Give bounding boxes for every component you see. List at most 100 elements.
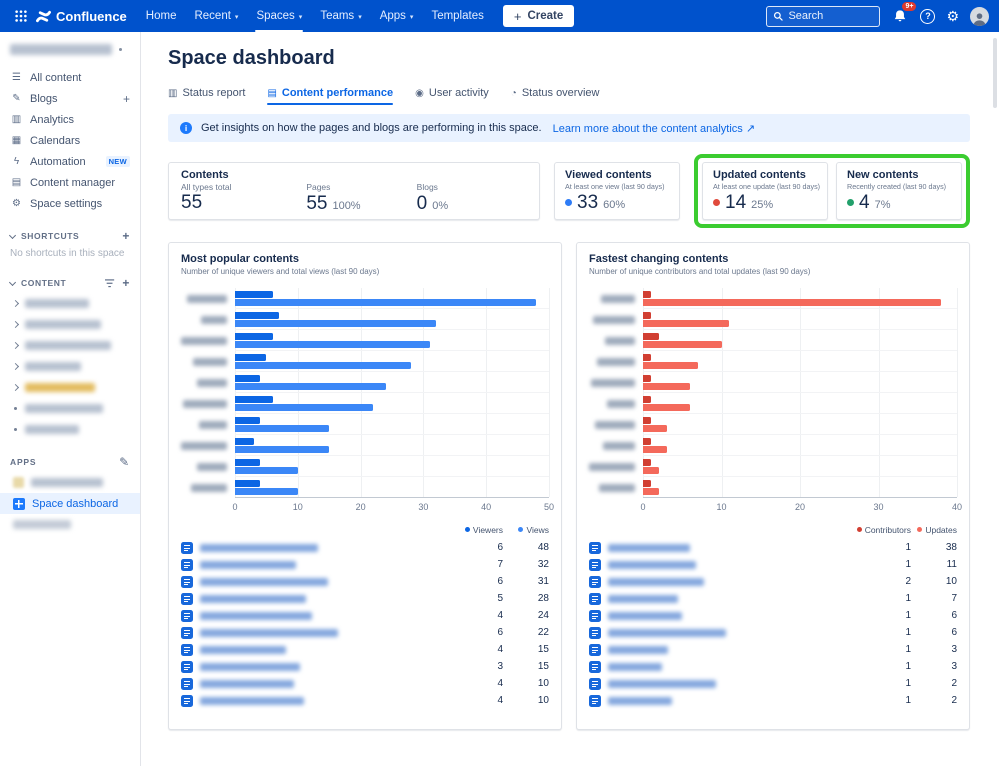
content-link-blurred[interactable] bbox=[200, 662, 445, 671]
content-tree-item-blurred[interactable] bbox=[0, 398, 140, 419]
chart-category-row bbox=[235, 330, 549, 351]
nav-item-recent[interactable]: Recent ▾ bbox=[185, 0, 247, 32]
app-item-blurred[interactable] bbox=[0, 514, 140, 535]
x-tick-label: 40 bbox=[951, 502, 963, 512]
bar-views bbox=[235, 361, 411, 369]
content-link-blurred[interactable] bbox=[200, 577, 445, 586]
avatar[interactable] bbox=[970, 6, 989, 26]
notifications-bell-icon[interactable]: 9+ bbox=[891, 1, 918, 25]
blurred-link-text bbox=[200, 628, 338, 637]
content-link-blurred[interactable] bbox=[608, 543, 853, 552]
shortcuts-header-label: SHORTCUTS bbox=[21, 231, 80, 241]
pages-value: 55 bbox=[306, 193, 328, 214]
app-switcher-icon[interactable] bbox=[10, 5, 32, 27]
content-link-blurred[interactable] bbox=[608, 594, 853, 603]
shortcuts-header[interactable]: SHORTCUTS + bbox=[0, 226, 140, 246]
more-dot-icon bbox=[119, 48, 122, 51]
y-axis-label-blurred bbox=[589, 372, 643, 393]
nav-item-apps[interactable]: Apps ▾ bbox=[371, 0, 423, 32]
settings-gear-icon[interactable]: ⚙ bbox=[946, 8, 959, 24]
content-link-blurred[interactable] bbox=[200, 645, 445, 654]
sidebar-item-content-manager[interactable]: ▤ Content manager bbox=[0, 172, 140, 193]
blurred-text bbox=[607, 399, 635, 408]
pages-label: Pages bbox=[306, 182, 331, 192]
tab-content-performance[interactable]: ▤ Content performance bbox=[267, 87, 393, 105]
content-link-blurred[interactable] bbox=[200, 560, 445, 569]
tab-label: Content performance bbox=[281, 87, 394, 99]
sidebar-item-space-settings[interactable]: ⚙ Space settings bbox=[0, 193, 140, 214]
nav-item-teams[interactable]: Teams ▾ bbox=[311, 0, 370, 32]
content-link-blurred[interactable] bbox=[608, 696, 853, 705]
tab-user-activity[interactable]: ◉ User activity bbox=[415, 87, 489, 105]
tab-status-report[interactable]: ▥ Status report bbox=[168, 87, 245, 105]
content-tree-item-blurred[interactable] bbox=[0, 293, 140, 314]
content-link-blurred[interactable] bbox=[200, 594, 445, 603]
content-link-blurred[interactable] bbox=[200, 696, 445, 705]
contributors-value: 2 bbox=[905, 576, 911, 587]
content-link-blurred[interactable] bbox=[608, 679, 853, 688]
sidebar-item-calendars[interactable]: ▦ Calendars bbox=[0, 130, 140, 151]
content-tree-item-blurred[interactable] bbox=[0, 419, 140, 440]
content-link-blurred[interactable] bbox=[608, 560, 853, 569]
updates-value: 3 bbox=[951, 644, 957, 655]
content-link-blurred[interactable] bbox=[608, 662, 853, 671]
nav-item-templates[interactable]: Templates bbox=[422, 0, 492, 32]
content-link-blurred[interactable] bbox=[200, 543, 445, 552]
app-item-blurred[interactable] bbox=[0, 472, 140, 493]
bar-views bbox=[235, 319, 436, 327]
sidebar-item-all-content[interactable]: ☰ All content bbox=[0, 67, 140, 88]
blurred-text bbox=[25, 320, 101, 329]
search-box[interactable] bbox=[766, 5, 881, 27]
help-icon[interactable]: ? bbox=[920, 8, 936, 24]
tab-status-overview[interactable]: ◔ Status overview bbox=[511, 87, 600, 105]
create-button[interactable]: + Create bbox=[502, 5, 575, 27]
content-tree-item-blurred[interactable] bbox=[0, 377, 140, 398]
content-tree-item-blurred[interactable] bbox=[0, 356, 140, 377]
content-link-blurred[interactable] bbox=[608, 628, 853, 637]
blurred-text bbox=[25, 404, 103, 413]
nav-item-spaces[interactable]: Spaces ▾ bbox=[247, 0, 311, 32]
content-link-blurred[interactable] bbox=[608, 611, 853, 620]
filter-icon[interactable] bbox=[105, 278, 115, 288]
card-subtitle: At least one update (last 90 days) bbox=[713, 182, 821, 191]
blurred-text bbox=[197, 378, 227, 387]
sidebar-item-analytics[interactable]: ▥ Analytics bbox=[0, 109, 140, 130]
list-icon: ☰ bbox=[12, 72, 21, 83]
confluence-logo[interactable]: Confluence bbox=[34, 9, 135, 24]
sidebar-item-label: Automation bbox=[30, 155, 86, 168]
blurred-app-icon bbox=[13, 477, 24, 488]
add-icon[interactable]: + bbox=[122, 91, 130, 106]
content-link-blurred[interactable] bbox=[200, 628, 445, 637]
add-shortcut-icon[interactable]: + bbox=[122, 229, 130, 243]
bar-chart bbox=[181, 288, 550, 498]
add-content-icon[interactable]: + bbox=[122, 276, 130, 290]
content-header[interactable]: CONTENT + bbox=[0, 273, 140, 293]
panel-subtitle: Number of unique contributors and total … bbox=[589, 267, 811, 276]
scrollbar[interactable] bbox=[993, 38, 997, 108]
blurred-link-text bbox=[608, 696, 672, 705]
legend-updates: Updates bbox=[911, 525, 957, 535]
banner-link[interactable]: Learn more about the content analytics ↗ bbox=[552, 122, 756, 135]
sidebar-item-space-dashboard[interactable]: Space dashboard bbox=[0, 493, 140, 514]
content-link-blurred[interactable] bbox=[200, 611, 445, 620]
viewers-value: 6 bbox=[497, 542, 503, 553]
search-input[interactable] bbox=[788, 10, 871, 22]
content-link-blurred[interactable] bbox=[608, 577, 853, 586]
sidebar-item-automation[interactable]: ϟ Automation NEW bbox=[0, 151, 140, 172]
content-tree-item-blurred[interactable] bbox=[0, 314, 140, 335]
content-link-blurred[interactable] bbox=[608, 645, 853, 654]
nav-item-home[interactable]: Home bbox=[137, 0, 186, 32]
page-icon bbox=[181, 694, 193, 707]
edit-apps-pencil-icon[interactable]: ✎ bbox=[119, 455, 130, 469]
content-tree-item-blurred[interactable] bbox=[0, 335, 140, 356]
stats-cards-row: Contents All types total 55 Pages 55 100… bbox=[168, 154, 970, 228]
space-name-blurred[interactable] bbox=[0, 42, 140, 67]
content-table-row: 3 15 bbox=[181, 658, 549, 675]
bar-viewers bbox=[235, 332, 273, 340]
legend-label: Updates bbox=[925, 524, 957, 535]
views-value: 10 bbox=[537, 678, 549, 689]
content-link-blurred[interactable] bbox=[200, 679, 445, 688]
sidebar-item-blogs[interactable]: ✎ Blogs + bbox=[0, 88, 140, 109]
content-table-row: 7 32 bbox=[181, 556, 549, 573]
